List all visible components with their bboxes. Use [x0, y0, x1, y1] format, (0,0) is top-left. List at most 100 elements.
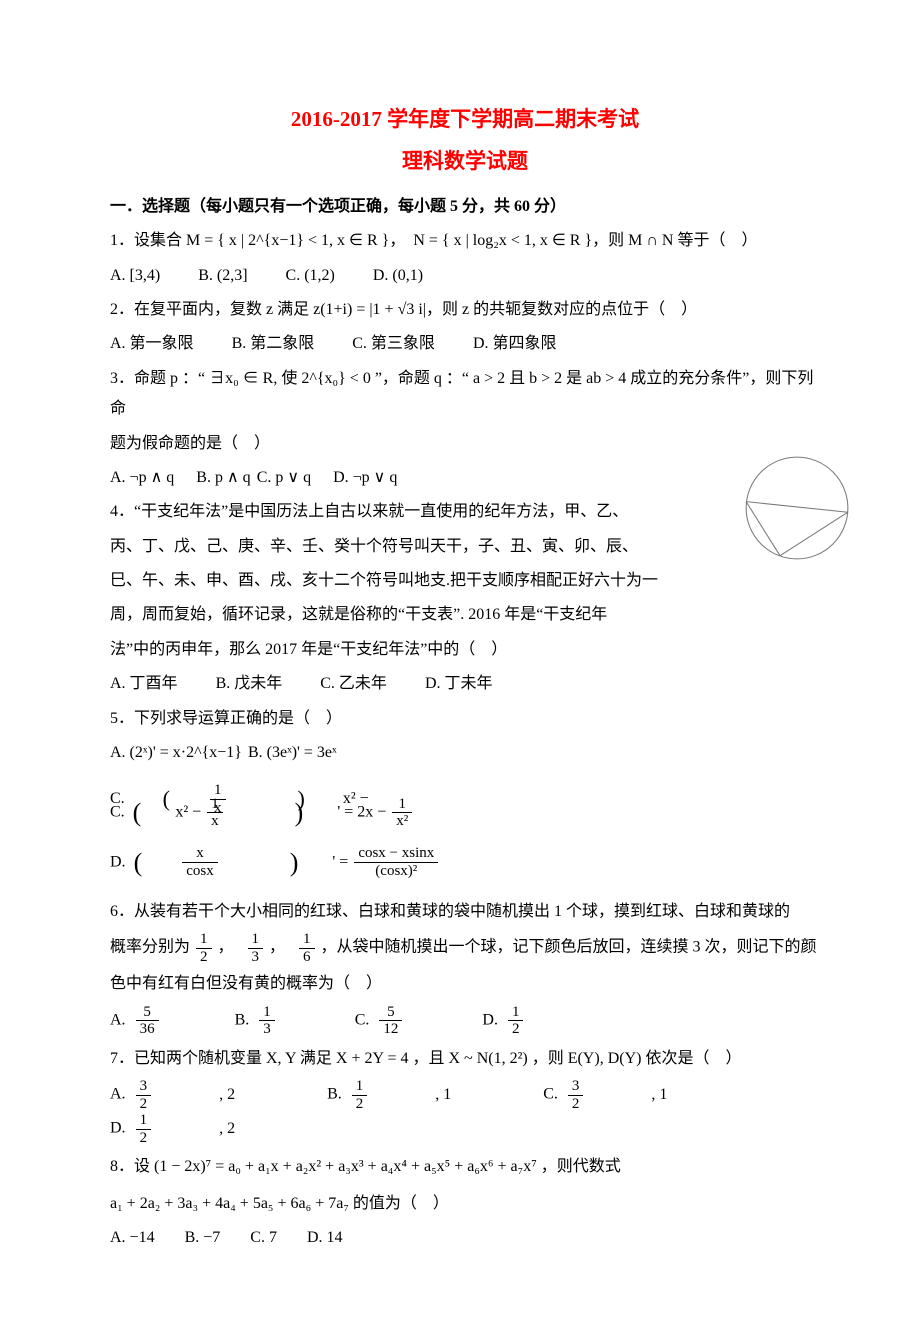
f-1-2-n: 1: [196, 931, 212, 949]
q6-b: B. 13: [235, 1004, 343, 1038]
f512n: 5: [379, 1004, 402, 1022]
chord-3: [780, 512, 848, 555]
q7c-suf: , 1: [651, 1080, 667, 1110]
q1-stem: 1．设集合 M = { x | 2^{x−1} < 1, x ∈ R }， N …: [110, 226, 820, 256]
q4-b: B. 戊未年: [216, 669, 283, 699]
q4-l1: 4．“干支纪年法”是中国历法上自古以来就一直使用的纪年方法，甲、乙、: [110, 497, 670, 527]
q3-b: B. p ∧ q: [196, 463, 250, 493]
q7-b: B. 12, 1: [327, 1078, 485, 1112]
f32d2: 2: [568, 1096, 584, 1113]
q5-c-full: C. (x² − 1x )' = 2x − 1x²: [110, 788, 480, 837]
q6-l2: 概率分别为 12 ， 13 ， 16 ，从袋中随机摸出一个球，记下颜色后放回，连…: [110, 931, 820, 965]
q8-stem2: a₁ + 2a₂ + 3a₃ + 4a₄ + 5a₅ + 6a₆ + 7a₇ 的…: [110, 1189, 820, 1219]
q5-d-full: D. ( xcosx )' = cosx − xsinx(cosx)²: [110, 838, 506, 887]
q8-c: C. 7: [250, 1223, 277, 1253]
q4-c: C. 乙未年: [320, 669, 387, 699]
f12n2: 1: [508, 1004, 524, 1022]
q4-d: D. 丁未年: [425, 669, 493, 699]
num-xc: x: [182, 845, 218, 863]
q4-l2: 丙、丁、戊、己、庚、辛、壬、癸十个符号叫天干，子、丑、寅、卯、辰、: [110, 532, 670, 562]
q7-a: A. 32, 2: [110, 1078, 269, 1112]
f-1-6-d: 6: [299, 949, 315, 966]
q1-b: B. (2,3]: [198, 261, 247, 291]
q3-d: D. ¬p ∨ q: [333, 463, 397, 493]
circle-figure: [744, 455, 850, 572]
q6-d: D. 12: [482, 1004, 591, 1038]
exam-title: 2016-2017 学年度下学期高二期末考试: [110, 100, 820, 140]
num-1: 1: [207, 796, 223, 814]
f32n1: 3: [136, 1078, 152, 1096]
q7-stem: 7．已知两个随机变量 X, Y 满足 X + 2Y = 4 ，且 X ~ N(1…: [110, 1044, 820, 1074]
num-1b: 1: [392, 796, 412, 814]
q4-l3: 巳、午、未、申、酉、戌、亥十二个符号叫地支.把干支顺序相配正好六十为一: [110, 566, 670, 596]
q6-l2d: ，从袋中随机摸出一个球，记下颜色后放回，连续摸 3 次，则记下的颜: [321, 939, 817, 956]
q6-a: A. 536: [110, 1004, 227, 1038]
q3-a: A. ¬p ∧ q: [110, 463, 174, 493]
q6-l3: 色中有红有白但没有黄的概率为（ ）: [110, 969, 820, 999]
q2-a: A. 第一象限: [110, 329, 194, 359]
q5-cd-row: C. (x² − 1x )' = 2x − 1x² D. ( xcosx )' …: [110, 788, 820, 887]
f-1-3-d: 3: [248, 949, 264, 966]
q1-c: C. (1,2): [286, 261, 335, 291]
f13d2: 3: [259, 1021, 275, 1038]
q7-d: D. 12, 2: [110, 1112, 269, 1146]
q7-options: A. 32, 2 B. 12, 1 C. 32, 1 D. 12, 2: [110, 1078, 820, 1146]
exam-page: 2016-2017 学年度下学期高二期末考试 理科数学试题 一．选择题（每小题只…: [0, 0, 920, 1317]
q5-b: B. (3eˣ)' = 3eˣ: [248, 738, 337, 768]
q5-stem: 5．下列求导运算正确的是（ ）: [110, 704, 820, 734]
q1-options: A. [3,4) B. (2,3] C. (1,2) D. (0,1): [110, 261, 820, 291]
q2-stem: 2．在复平面内，复数 z 满足 z(1+i) = |1 + √3 i|，则 z …: [110, 295, 820, 325]
q6-options: A. 536 B. 13 C. 512 D. 12: [110, 1004, 820, 1038]
q8-options: A. −14 B. −7 C. 7 D. 14: [110, 1223, 820, 1253]
q2-d: D. 第四象限: [473, 329, 557, 359]
q5-ab: A. (2ˣ)' = x·2^{x−1} B. (3eˣ)' = 3eˣ: [110, 738, 820, 768]
chord-2: [746, 502, 780, 556]
f13n2: 1: [259, 1004, 275, 1022]
q8-a: A. −14: [110, 1223, 155, 1253]
den-cos: cosx: [182, 863, 218, 880]
q2-b: B. 第二象限: [232, 329, 315, 359]
q1-d: D. (0,1): [373, 261, 423, 291]
q3-stem-2: 题为假命题的是（ ）: [110, 429, 820, 459]
q6-l2c: ，: [269, 939, 293, 956]
f32d1: 2: [136, 1096, 152, 1113]
f536d: 36: [136, 1021, 159, 1038]
q4-options: A. 丁酉年 B. 戊未年 C. 乙未年 D. 丁未年: [110, 669, 820, 699]
q6-l1: 6．从装有若干个大小相同的红球、白球和黄球的袋中随机摸出 1 个球，摸到红球、白…: [110, 897, 820, 927]
den-x: x: [207, 813, 223, 830]
den-deriv: (cosx)²: [354, 863, 438, 880]
q5-a: A. (2ˣ)' = x·2^{x−1}: [110, 738, 242, 768]
circle-svg: [744, 455, 850, 561]
chord-1: [746, 502, 848, 513]
f-1-6-n: 1: [299, 931, 315, 949]
q6-l2a: 概率分别为: [110, 939, 194, 956]
exam-subtitle: 理科数学试题: [110, 142, 820, 182]
f12d2: 2: [508, 1021, 524, 1038]
q7d-suf: , 2: [219, 1114, 235, 1144]
q1-a: A. [3,4): [110, 261, 160, 291]
q4-a: A. 丁酉年: [110, 669, 178, 699]
num-deriv: cosx − xsinx: [354, 845, 438, 863]
q8-stem: 8．设 (1 − 2x)⁷ = a₀ + a₁x + a₂x² + a₃x³ +…: [110, 1152, 820, 1182]
f-1-2-d: 2: [196, 949, 212, 966]
f536n: 5: [136, 1004, 159, 1022]
q4-l5: 法”中的丙申年，那么 2017 年是“干支纪年法”中的（ ）: [110, 635, 670, 665]
f32n2: 3: [568, 1078, 584, 1096]
q3-stem-1: 3．命题 p ：“ ∃x₀ ∈ R, 使 2^{x₀} < 0 ”，命题 q ：…: [110, 364, 820, 425]
q4-l4: 周，周而复始，循环记录，这就是俗称的“干支表”. 2016 年是“干支纪年: [110, 600, 670, 630]
f-1-3-n: 1: [248, 931, 264, 949]
q2-c: C. 第三象限: [352, 329, 435, 359]
f12d3: 2: [352, 1096, 368, 1113]
f12d4: 2: [136, 1130, 152, 1147]
q7a-suf: , 2: [219, 1080, 235, 1110]
f512d: 12: [379, 1021, 402, 1038]
section-1-header: 一．选择题（每小题只有一个选项正确，每小题 5 分，共 60 分）: [110, 192, 820, 222]
q3-c: C. p ∨ q: [257, 463, 311, 493]
q7-c: C. 32, 1: [543, 1078, 701, 1112]
q8-d: D. 14: [307, 1223, 343, 1253]
q6-c: C. 512: [355, 1004, 471, 1038]
f12n3: 1: [352, 1078, 368, 1096]
f12n4: 1: [136, 1112, 152, 1130]
q7b-suf: , 1: [435, 1080, 451, 1110]
den-x2: x²: [392, 813, 412, 830]
